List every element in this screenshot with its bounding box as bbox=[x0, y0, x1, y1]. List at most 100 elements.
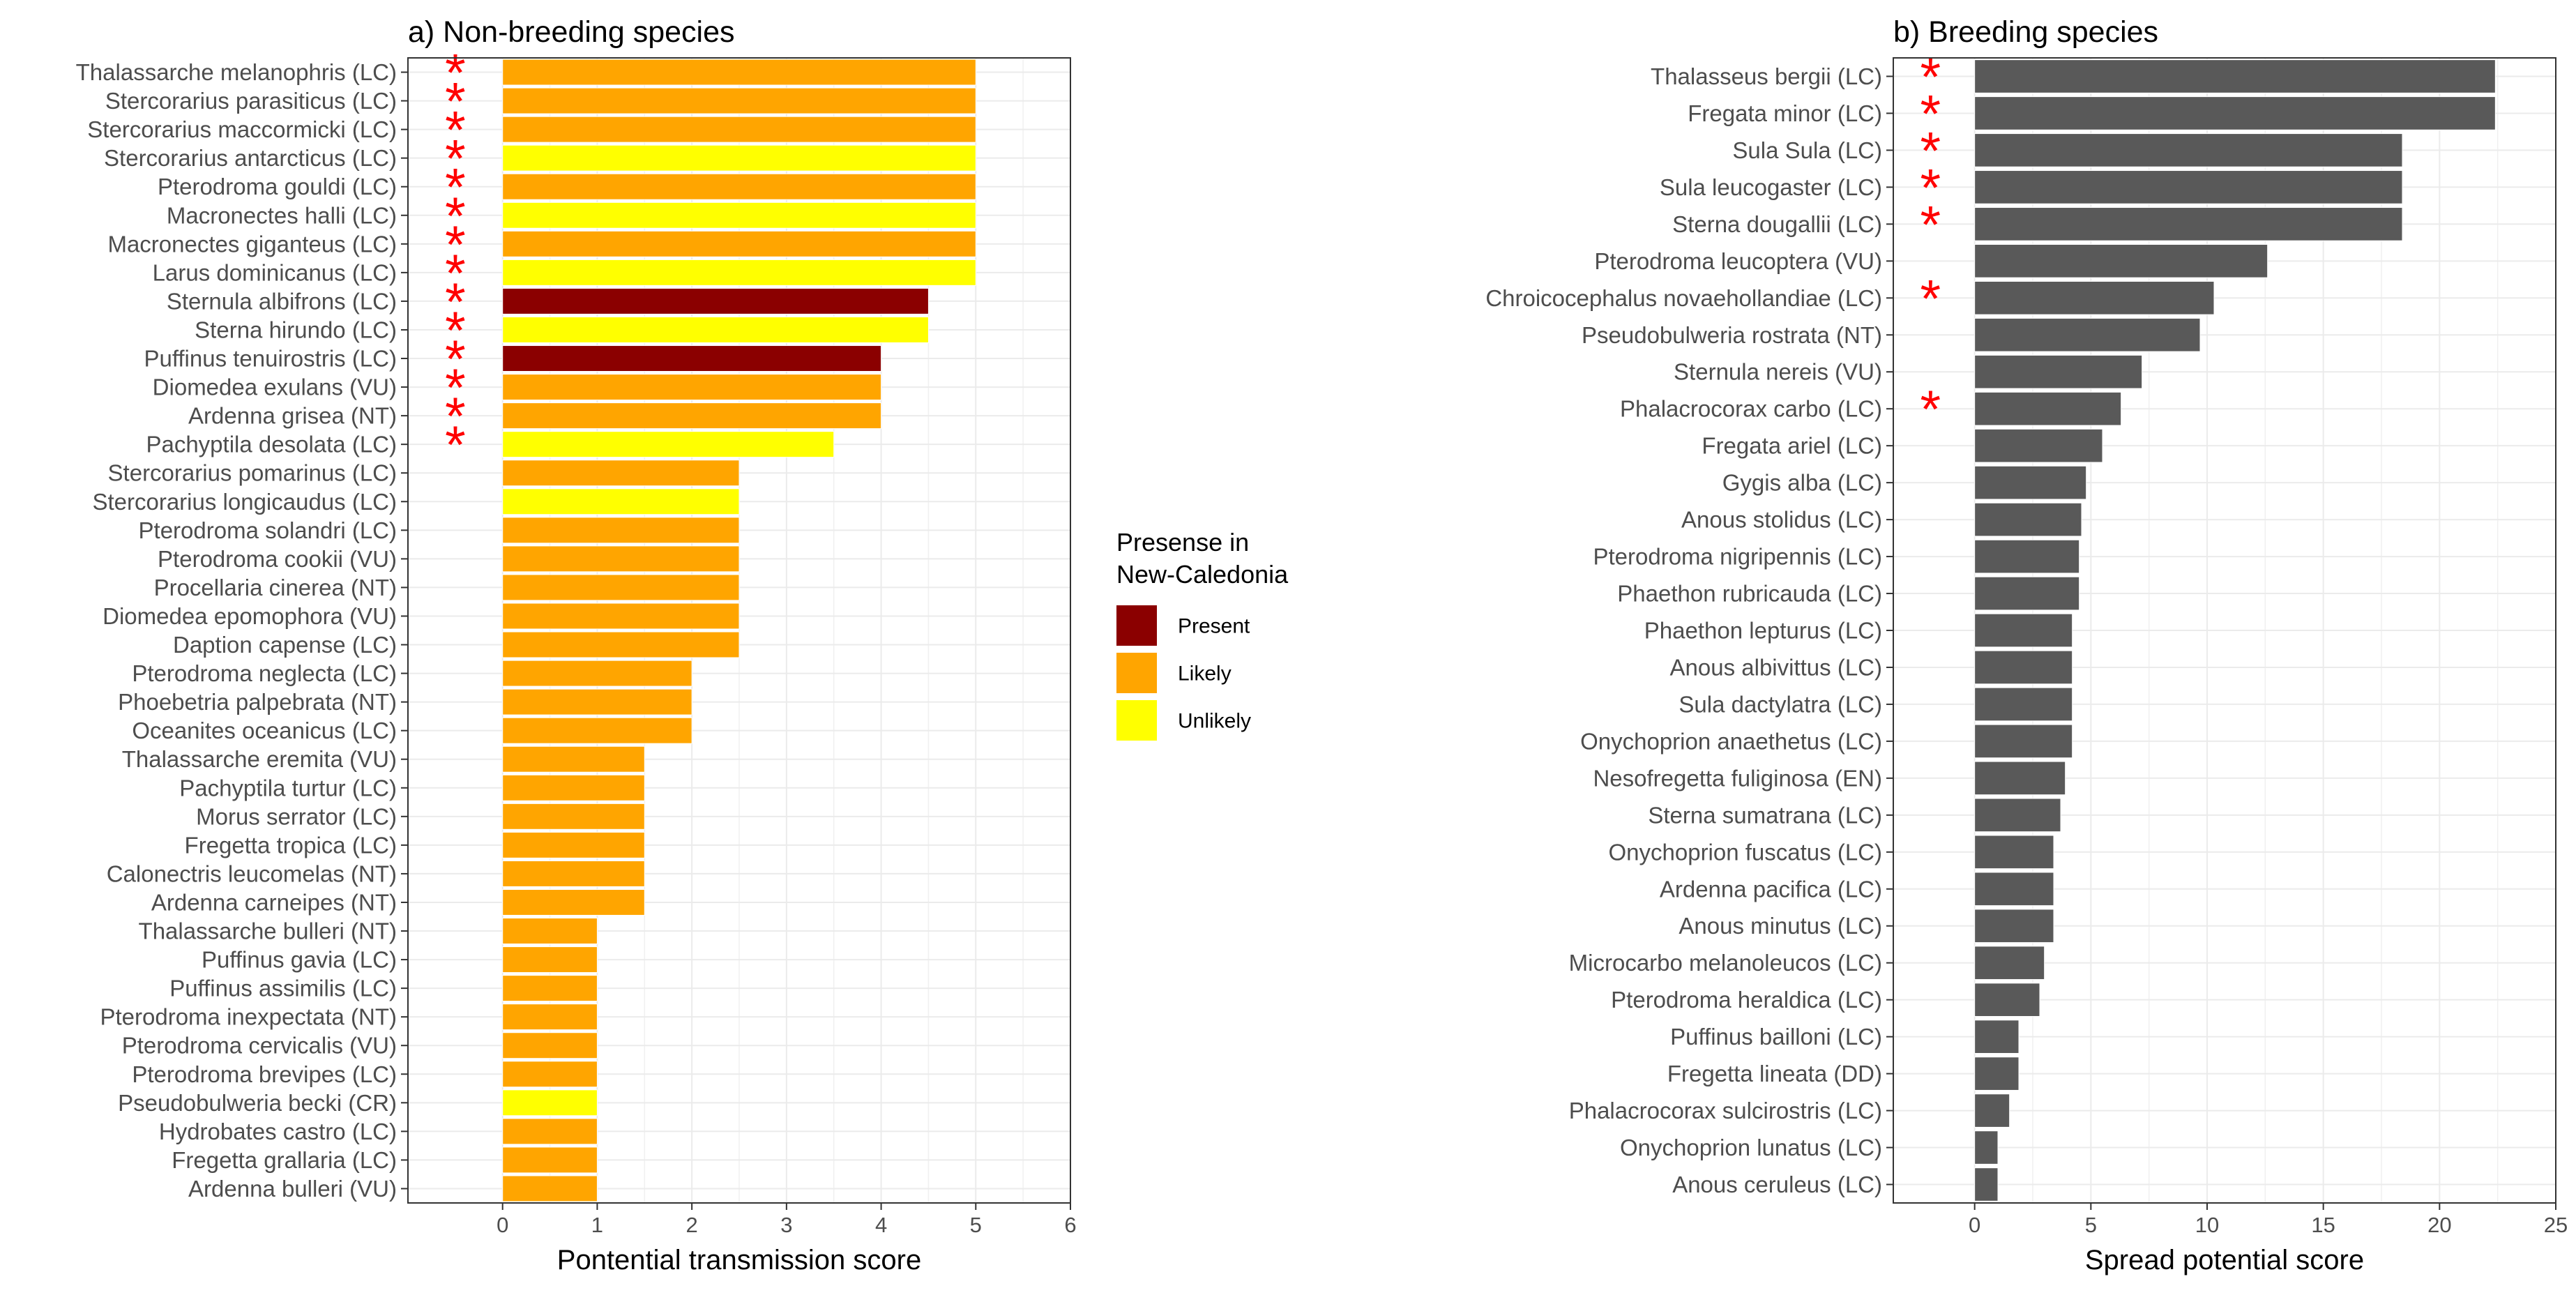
bar-pterodroma-gouldi bbox=[502, 173, 976, 200]
category-label: Phalacrocorax carbo (LC) bbox=[1620, 396, 1882, 422]
bar-sterna-hirundo bbox=[502, 317, 929, 343]
bar-pterodroma-cervicalis bbox=[502, 1032, 598, 1059]
x-tick-label: 10 bbox=[2195, 1213, 2219, 1237]
significance-asterisk: * bbox=[1920, 195, 1941, 255]
category-label: Onychoprion fuscatus (LC) bbox=[1608, 839, 1882, 865]
panel-b-chart: b) Breeding species ******* Thalasseus b… bbox=[1485, 15, 2568, 1275]
significance-asterisk: * bbox=[445, 416, 466, 475]
bar-stercorarius-antarcticus bbox=[502, 144, 976, 172]
bar-procellaria-cinerea bbox=[502, 574, 740, 601]
x-tick-label: 0 bbox=[497, 1213, 508, 1237]
category-label: Pseudobulweria becki (CR) bbox=[118, 1090, 397, 1116]
category-label: Procellaria cinerea (NT) bbox=[154, 575, 397, 600]
category-label: Pterodroma inexpectata (NT) bbox=[100, 1004, 397, 1030]
legend-title-line-1: Presense in bbox=[1116, 528, 1249, 556]
bar-daption-capense bbox=[502, 631, 740, 658]
bar-thalasseus-bergii bbox=[1974, 59, 2496, 93]
x-tick-label: 6 bbox=[1064, 1213, 1076, 1237]
panel-b-title: b) Breeding species bbox=[1893, 15, 2158, 49]
category-label: Fregetta grallaria (LC) bbox=[172, 1147, 397, 1173]
bar-stercorarius-parasiticus bbox=[502, 87, 976, 114]
category-label: Fregata minor (LC) bbox=[1688, 100, 1882, 126]
category-label: Fregetta tropica (LC) bbox=[185, 832, 397, 858]
category-label: Anous stolidus (LC) bbox=[1681, 507, 1882, 533]
panel-a-x-axis-title: Pontential transmission score bbox=[557, 1245, 921, 1275]
x-tick-label: 20 bbox=[2427, 1213, 2451, 1237]
legend-items: Present Likely Unlikely bbox=[1116, 605, 1251, 741]
bar-sterna-sumatrana bbox=[1974, 798, 2061, 833]
category-label: Stercorarius parasiticus (LC) bbox=[105, 88, 397, 114]
category-label: Fregetta lineata (DD) bbox=[1667, 1061, 1882, 1086]
category-label: Hydrobates castro (LC) bbox=[159, 1119, 397, 1144]
category-label: Anous ceruleus (LC) bbox=[1672, 1172, 1882, 1197]
bar-phaethon-lepturus bbox=[1974, 613, 2073, 648]
legend-key-unlikely bbox=[1116, 700, 1157, 741]
panel-a-plot-border bbox=[407, 57, 1071, 1204]
legend-key-present bbox=[1116, 605, 1157, 646]
bar-sternula-nereis bbox=[1974, 354, 2143, 389]
bar-phoebetria-palpebrata bbox=[502, 688, 692, 715]
category-label: Sula Sula (LC) bbox=[1732, 137, 1882, 163]
bar-diomedea-exulans bbox=[502, 374, 882, 401]
significance-asterisk: * bbox=[445, 187, 466, 246]
significance-asterisk: * bbox=[1920, 84, 1941, 144]
x-tick-label: 2 bbox=[686, 1213, 698, 1237]
legend-label-likely: Likely bbox=[1178, 662, 1232, 686]
significance-asterisk: * bbox=[445, 273, 466, 332]
bar-diomedea-epomophora bbox=[502, 603, 740, 630]
category-label: Stercorarius longicaudus (LC) bbox=[92, 489, 397, 515]
bar-ardenna-pacifica bbox=[1974, 872, 2054, 907]
bar-chroicocephalus-novaehollandiae bbox=[1974, 280, 2215, 315]
bar-pterodroma-solandri bbox=[502, 517, 740, 544]
bar-microcarbo-melanoleucos bbox=[1974, 946, 2045, 980]
bar-thalassarche-bulleri bbox=[502, 918, 598, 944]
significance-asterisk: * bbox=[1920, 121, 1941, 181]
category-label: Puffinus bailloni (LC) bbox=[1670, 1024, 1882, 1050]
x-tick-label: 5 bbox=[970, 1213, 982, 1237]
category-label: Diomedea epomophora (VU) bbox=[103, 603, 397, 629]
bar-sula-leucogaster bbox=[1974, 170, 2403, 204]
category-label: Microcarbo melanoleucos (LC) bbox=[1569, 950, 1882, 976]
bar-stercorarius-pomarinus bbox=[502, 460, 740, 487]
category-label: Macronectes giganteus (LC) bbox=[107, 231, 397, 257]
bar-puffinus-gavia bbox=[502, 946, 598, 974]
category-label: Fregata ariel (LC) bbox=[1702, 433, 1882, 459]
significance-asterisk: * bbox=[445, 330, 466, 389]
category-label: Sternula nereis (VU) bbox=[1674, 359, 1882, 385]
category-label: Sternula albifrons (LC) bbox=[167, 288, 397, 314]
bar-macronectes-giganteus bbox=[502, 230, 976, 257]
bar-pachyptila-desolata bbox=[502, 431, 835, 458]
bar-pterodroma-leucoptera bbox=[1974, 243, 2268, 278]
bar-oceanites-oceanicus bbox=[502, 717, 692, 744]
category-label: Gygis alba (LC) bbox=[1722, 470, 1882, 496]
panel-a-bars bbox=[502, 59, 976, 1202]
category-label: Sterna dougallii (LC) bbox=[1672, 211, 1882, 237]
x-tick-label: 3 bbox=[780, 1213, 792, 1237]
panel-a-title: a) Non-breeding species bbox=[408, 15, 735, 49]
category-label: Stercorarius pomarinus (LC) bbox=[108, 460, 397, 486]
significance-asterisk: * bbox=[445, 44, 466, 103]
category-label: Puffinus tenuirostris (LC) bbox=[144, 346, 397, 372]
category-label: Pachyptila desolata (LC) bbox=[146, 432, 397, 457]
bar-phalacrocorax-carbo bbox=[1974, 391, 2122, 426]
bar-pterodroma-nigripennis bbox=[1974, 539, 2080, 574]
bar-puffinus-bailloni bbox=[1974, 1020, 2020, 1054]
category-label: Pterodroma leucoptera (VU) bbox=[1594, 248, 1882, 274]
bar-fregata-ariel bbox=[1974, 428, 2103, 463]
bar-gygis-alba bbox=[1974, 465, 2087, 500]
significance-asterisk: * bbox=[445, 101, 466, 160]
bar-fregetta-tropica bbox=[502, 831, 645, 858]
bar-fregata-minor bbox=[1974, 96, 2496, 130]
x-tick-label: 5 bbox=[2085, 1213, 2097, 1237]
bar-anous-stolidus bbox=[1974, 502, 2082, 537]
panel-b-category-labels: Thalasseus bergii (LC) Fregata minor (LC)… bbox=[1485, 63, 1893, 1197]
panel-b-x-axis-title: Spread potential score bbox=[2085, 1245, 2364, 1275]
category-label: Pterodroma cervicalis (VU) bbox=[122, 1033, 397, 1059]
panel-a-asterisks: ************** bbox=[445, 44, 466, 476]
category-label: Macronectes halli (LC) bbox=[167, 202, 397, 228]
bar-phaethon-rubricauda bbox=[1974, 576, 2080, 611]
bar-larus-dominicanus bbox=[502, 259, 976, 286]
significance-asterisk: * bbox=[1920, 380, 1941, 439]
significance-asterisk: * bbox=[445, 130, 466, 189]
